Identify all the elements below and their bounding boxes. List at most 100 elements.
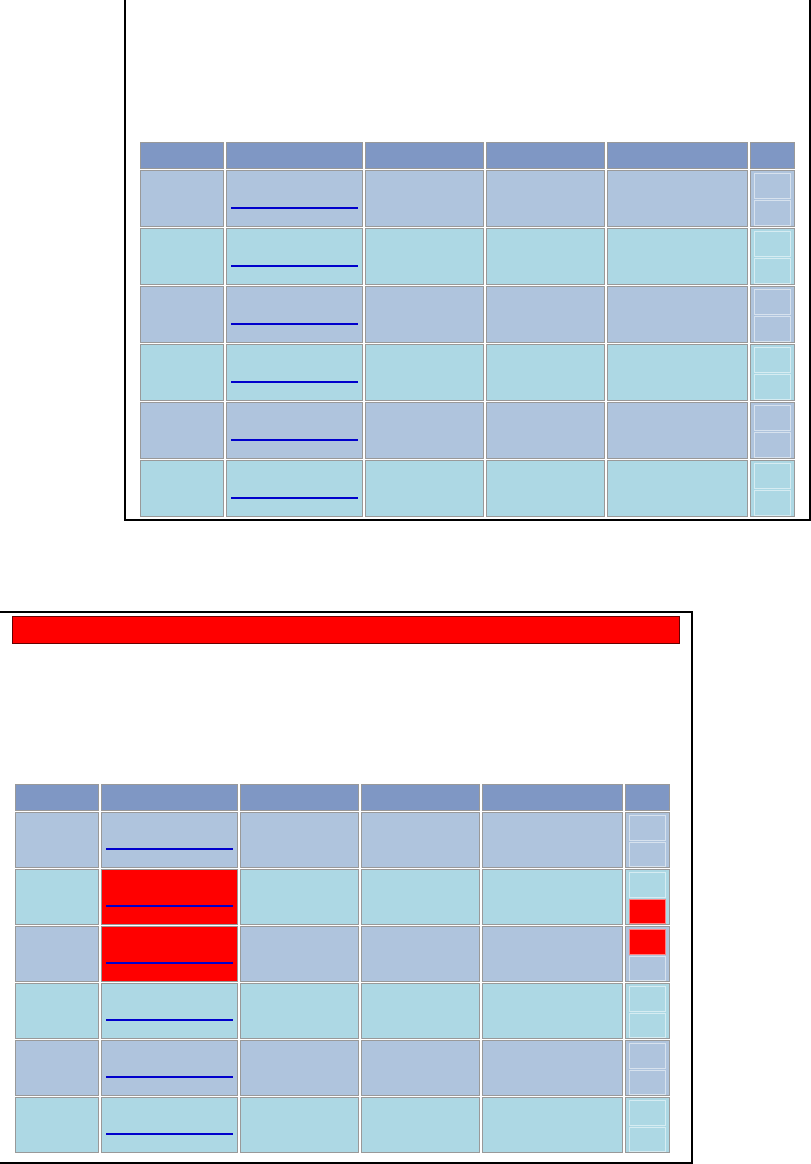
link-cell[interactable] [101, 983, 238, 1039]
link-cell[interactable] [226, 170, 363, 227]
action-button[interactable] [629, 815, 666, 841]
table-cell [240, 812, 359, 868]
action-button[interactable] [629, 841, 666, 867]
table-cell [15, 812, 99, 868]
column-header[interactable] [607, 142, 748, 169]
action-button[interactable] [629, 872, 666, 898]
action-button[interactable] [754, 347, 791, 373]
column-header[interactable] [482, 784, 623, 811]
row-link[interactable] [106, 1019, 233, 1021]
link-cell[interactable] [226, 228, 363, 285]
table-cell [361, 812, 480, 868]
column-header[interactable] [365, 142, 484, 169]
link-cell[interactable] [226, 344, 363, 401]
action-button[interactable] [629, 986, 666, 1012]
column-header[interactable] [625, 784, 670, 811]
row-link[interactable] [231, 323, 358, 325]
table-cell [365, 344, 484, 401]
table-cell [140, 286, 224, 343]
action-button[interactable] [754, 463, 791, 489]
table-cell [365, 228, 484, 285]
action-cell[interactable] [625, 1040, 670, 1096]
action-button[interactable] [629, 1069, 666, 1095]
table-cell [482, 812, 623, 868]
table-cell [361, 1097, 480, 1153]
row-link[interactable] [231, 381, 358, 383]
row-link[interactable] [106, 1076, 233, 1078]
action-cell[interactable] [625, 1097, 670, 1153]
table-cell [486, 402, 605, 459]
table-cell [361, 869, 480, 925]
action-button[interactable] [629, 1126, 666, 1152]
row-link[interactable] [106, 962, 233, 964]
action-button[interactable] [754, 289, 791, 315]
action-button[interactable] [629, 955, 666, 981]
column-header[interactable] [140, 142, 224, 169]
table-cell [140, 460, 224, 517]
action-cell[interactable] [625, 812, 670, 868]
link-cell[interactable] [101, 1040, 238, 1096]
action-cell[interactable] [750, 286, 795, 343]
table-cell [486, 344, 605, 401]
action-button[interactable] [629, 1012, 666, 1038]
action-button[interactable] [754, 374, 791, 400]
column-header[interactable] [486, 142, 605, 169]
table-cell [607, 286, 748, 343]
table-cell [361, 926, 480, 982]
link-cell[interactable] [101, 1097, 238, 1153]
column-header[interactable] [15, 784, 99, 811]
row-link[interactable] [231, 439, 358, 441]
table-cell [365, 286, 484, 343]
link-cell[interactable] [226, 460, 363, 517]
table-cell [140, 228, 224, 285]
row-link[interactable] [231, 207, 358, 209]
row-link[interactable] [106, 905, 233, 907]
row-link[interactable] [106, 848, 233, 850]
action-button[interactable] [629, 1043, 666, 1069]
action-button[interactable] [629, 1100, 666, 1126]
action-button[interactable] [754, 432, 791, 458]
highlighted-action-button[interactable] [629, 898, 666, 924]
table-cell [240, 1097, 359, 1153]
link-cell[interactable] [101, 812, 238, 868]
link-cell[interactable] [101, 926, 238, 982]
table-cell [365, 170, 484, 227]
action-cell[interactable] [625, 926, 670, 982]
action-button[interactable] [754, 258, 791, 284]
action-button[interactable] [754, 490, 791, 516]
action-cell[interactable] [625, 983, 670, 1039]
action-cell[interactable] [750, 402, 795, 459]
column-header[interactable] [750, 142, 795, 169]
action-button[interactable] [754, 173, 791, 199]
link-cell[interactable] [226, 402, 363, 459]
highlighted-action-button[interactable] [629, 929, 666, 955]
link-cell[interactable] [226, 286, 363, 343]
row-link[interactable] [231, 265, 358, 267]
bottom-panel [0, 611, 693, 1164]
column-header[interactable] [101, 784, 238, 811]
column-header[interactable] [226, 142, 363, 169]
row-link[interactable] [231, 497, 358, 499]
table-cell [240, 926, 359, 982]
column-header[interactable] [361, 784, 480, 811]
action-button[interactable] [754, 231, 791, 257]
table-cell [240, 869, 359, 925]
column-header[interactable] [240, 784, 359, 811]
action-cell[interactable] [750, 170, 795, 227]
action-button[interactable] [754, 200, 791, 226]
link-cell[interactable] [101, 869, 238, 925]
action-button[interactable] [754, 405, 791, 431]
action-button[interactable] [754, 316, 791, 342]
action-cell[interactable] [750, 460, 795, 517]
table-cell [607, 344, 748, 401]
table-cell [482, 1097, 623, 1153]
table-cell [240, 1040, 359, 1096]
row-link[interactable] [106, 1133, 233, 1135]
table-cell [140, 344, 224, 401]
table-cell [15, 1040, 99, 1096]
action-cell[interactable] [750, 228, 795, 285]
table-cell [15, 869, 99, 925]
table-cell [482, 869, 623, 925]
action-cell[interactable] [750, 344, 795, 401]
action-cell[interactable] [625, 869, 670, 925]
